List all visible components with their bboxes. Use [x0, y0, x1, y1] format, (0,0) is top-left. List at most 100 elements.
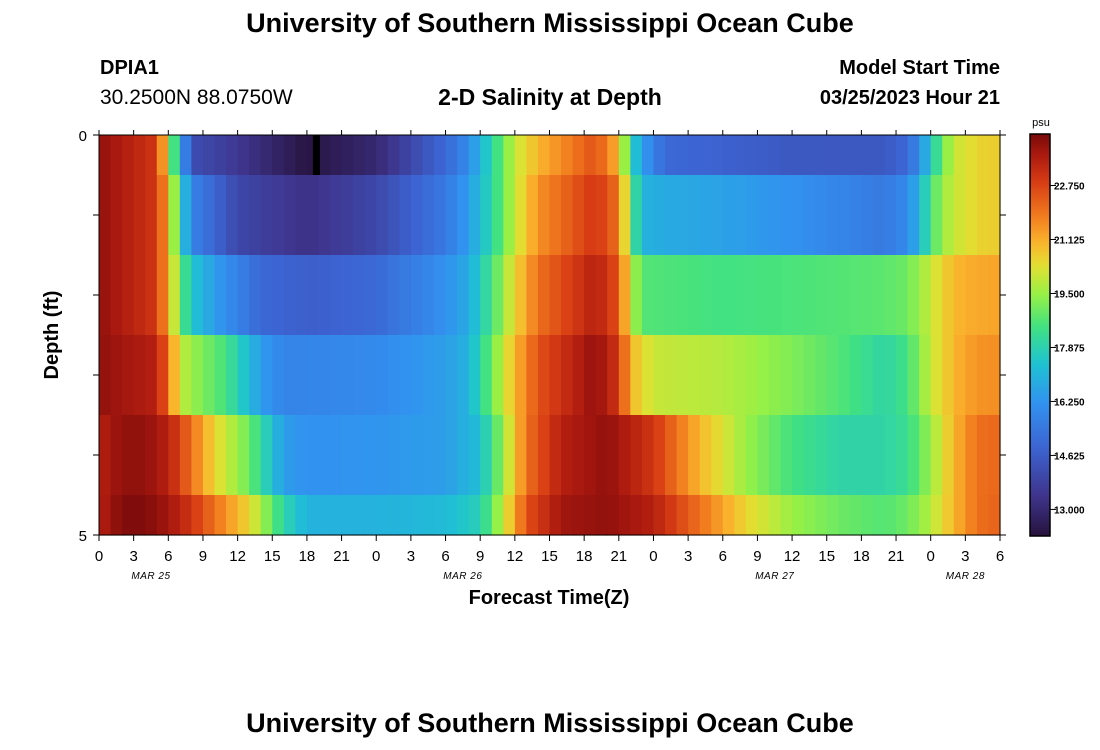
heatmap-cell [272, 495, 285, 536]
heatmap-cell [815, 175, 828, 256]
colorbar-tick-label: 19.500 [1054, 289, 1085, 300]
heatmap-cell [503, 135, 516, 176]
heatmap-cell [757, 175, 770, 256]
heatmap-cell [745, 335, 759, 416]
page-title: University of Southern Mississippi Ocean… [246, 8, 854, 38]
heatmap-cell [919, 135, 932, 176]
heatmap-cell [387, 495, 400, 536]
heatmap-cell [202, 495, 216, 536]
model-start-value: 03/25/2023 Hour 21 [819, 87, 1000, 109]
heatmap-cell [618, 335, 631, 416]
heatmap-cell [849, 335, 862, 416]
heatmap-cell [549, 135, 562, 176]
heatmap-cell [745, 495, 759, 536]
heatmap-cell [549, 335, 562, 416]
heatmap-cell [156, 255, 169, 336]
station-coordinates: 30.2500N 88.0750W [100, 86, 293, 109]
heatmap-cell [110, 335, 123, 416]
heatmap-cell [872, 175, 886, 256]
heatmap-cell [699, 175, 712, 256]
heatmap-cell [99, 255, 112, 336]
heatmap-cell [330, 135, 343, 176]
heatmap-cell [376, 495, 389, 536]
heatmap-cell [110, 135, 123, 176]
heatmap-cell [826, 255, 839, 336]
heatmap-cell [341, 335, 354, 416]
heatmap-cell [537, 135, 551, 176]
colorbar-tick-label: 21.125 [1054, 235, 1085, 246]
heatmap-cell [965, 335, 978, 416]
heatmap-cell [214, 175, 227, 256]
x-tick-label: 15 [818, 548, 835, 565]
heatmap-cell [584, 495, 597, 536]
heatmap-cell [745, 255, 759, 336]
heatmap-cell [792, 135, 805, 176]
heatmap-cell [722, 335, 735, 416]
heatmap-cell [561, 415, 574, 496]
heatmap-cell [491, 175, 504, 256]
heatmap-cell [399, 175, 412, 256]
heatmap-cell [907, 135, 920, 176]
heatmap-cell [861, 175, 874, 256]
heatmap-cell [457, 175, 470, 256]
heatmap-cell [168, 415, 181, 496]
x-tick-label: 6 [164, 548, 172, 565]
heatmap-cell [410, 495, 424, 536]
heatmap-cell [445, 175, 458, 256]
heatmap-cell [988, 135, 1001, 176]
heatmap-cell [965, 255, 978, 336]
heatmap-cell [179, 255, 193, 336]
heatmap-cell [457, 415, 470, 496]
heatmap-cell [757, 335, 770, 416]
heatmap-cell [445, 415, 458, 496]
heatmap-cell [665, 495, 678, 536]
heatmap-cell [641, 415, 655, 496]
heatmap-cell [872, 495, 886, 536]
heatmap-cell [815, 255, 828, 336]
heatmap-cell [433, 135, 447, 176]
heatmap-cell [676, 135, 689, 176]
heatmap-cell [260, 335, 273, 416]
heatmap-cell [942, 255, 955, 336]
heatmap-cell [376, 415, 389, 496]
heatmap-cell [306, 495, 320, 536]
heatmap-cell [711, 335, 724, 416]
heatmap-cell [792, 495, 805, 536]
heatmap-cell [491, 415, 504, 496]
heatmap-cell [930, 175, 943, 256]
heatmap-cell [260, 175, 273, 256]
heatmap-cell [607, 255, 620, 336]
x-tick-label: 15 [541, 548, 558, 565]
heatmap-cell [595, 255, 608, 336]
heatmap-cell [306, 255, 320, 336]
heatmap-cell [803, 135, 816, 176]
heatmap-cell [768, 415, 782, 496]
heatmap-cell [514, 255, 527, 336]
heatmap-cell [122, 135, 135, 176]
heatmap-cell [942, 175, 955, 256]
heatmap-cell [653, 175, 666, 256]
heatmap-cell [526, 495, 539, 536]
heatmap-cell [584, 415, 597, 496]
heatmap-cell [745, 175, 759, 256]
heatmap-cell [179, 335, 193, 416]
heatmap-cell [156, 135, 169, 176]
heatmap-cell [168, 175, 181, 256]
colorbar-unit: psu [1032, 117, 1050, 129]
heatmap-cell [503, 255, 516, 336]
heatmap-cell [537, 335, 551, 416]
heatmap-cell [122, 335, 135, 416]
heatmap-cell [965, 415, 978, 496]
heatmap-cell [838, 135, 851, 176]
y-axis: 05 [79, 128, 1006, 545]
heatmap-cell [942, 335, 955, 416]
heatmap-cell [768, 335, 782, 416]
heatmap-cell [919, 495, 932, 536]
heatmap-cell [445, 135, 458, 176]
x-tick-label: 21 [333, 548, 350, 565]
heatmap-cell [295, 415, 308, 496]
heatmap-cell [688, 255, 701, 336]
heatmap-cell [942, 495, 955, 536]
heatmap-cell [988, 415, 1001, 496]
heatmap-cell [745, 135, 759, 176]
